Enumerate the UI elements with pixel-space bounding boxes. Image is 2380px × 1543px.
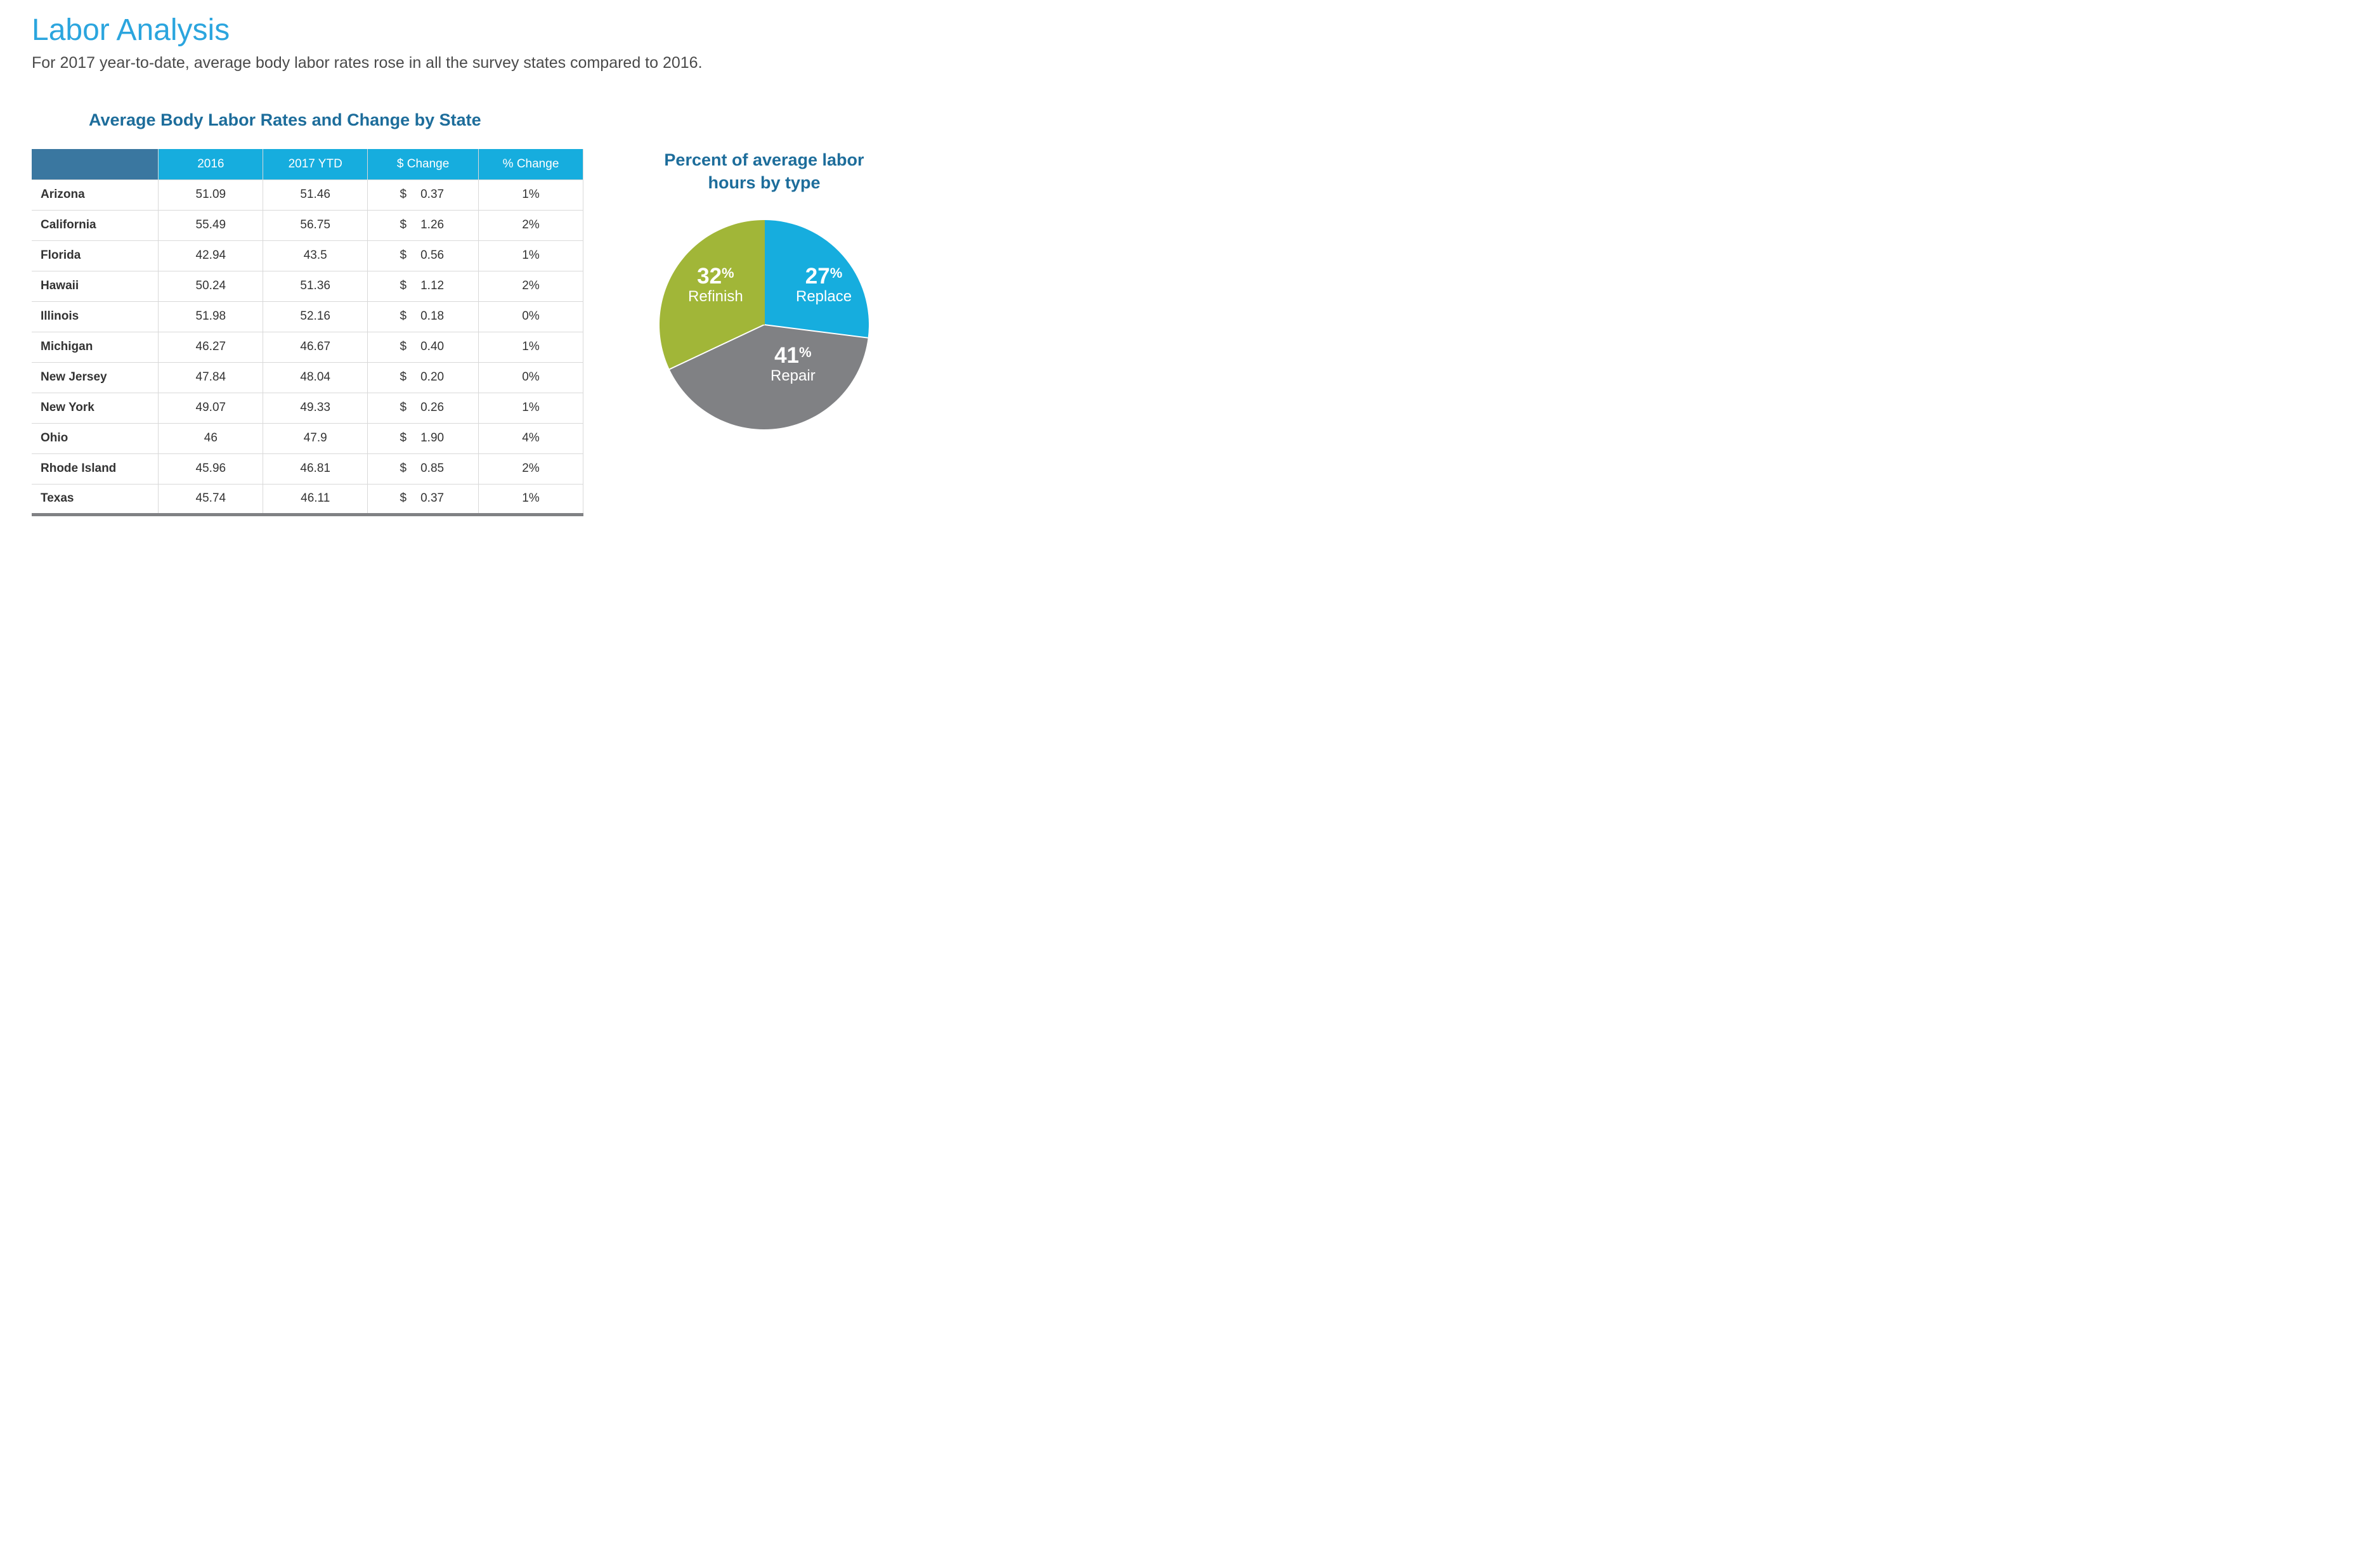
dollar-change-cell: $0.26	[368, 393, 479, 423]
percent-change-cell: 0%	[479, 362, 583, 393]
table-row: Florida42.9443.5$0.561%	[32, 240, 583, 271]
col-header: % Change	[479, 149, 583, 179]
pie-slice-label-replace: 27%Replace	[796, 264, 852, 306]
percent-change-cell: 2%	[479, 453, 583, 484]
dollar-change-cell: $0.56	[368, 240, 479, 271]
value-2017-cell: 46.81	[263, 453, 368, 484]
state-cell: Illinois	[32, 301, 159, 332]
table-row: New Jersey47.8448.04$0.200%	[32, 362, 583, 393]
dollar-change-cell: $1.12	[368, 271, 479, 301]
state-cell: Texas	[32, 484, 159, 514]
table-header-row: 2016 2017 YTD $ Change % Change	[32, 149, 583, 179]
table-row: Illinois51.9852.16$0.180%	[32, 301, 583, 332]
percent-change-cell: 1%	[479, 179, 583, 210]
dollar-change-cell: $0.20	[368, 362, 479, 393]
page-title: Labor Analysis	[32, 13, 901, 48]
state-cell: New Jersey	[32, 362, 159, 393]
state-cell: Michigan	[32, 332, 159, 362]
state-cell: California	[32, 210, 159, 240]
col-header: 2016	[159, 149, 263, 179]
value-2017-cell: 43.5	[263, 240, 368, 271]
dollar-change-cell: $0.85	[368, 453, 479, 484]
value-2016-cell: 46	[159, 423, 263, 453]
value-2016-cell: 51.98	[159, 301, 263, 332]
value-2016-cell: 46.27	[159, 332, 263, 362]
value-2016-cell: 50.24	[159, 271, 263, 301]
col-header: 2017 YTD	[263, 149, 368, 179]
percent-change-cell: 2%	[479, 271, 583, 301]
dollar-change-cell: $0.18	[368, 301, 479, 332]
value-2016-cell: 45.96	[159, 453, 263, 484]
value-2017-cell: 46.11	[263, 484, 368, 514]
dollar-change-cell: $0.40	[368, 332, 479, 362]
value-2017-cell: 46.67	[263, 332, 368, 362]
state-cell: Ohio	[32, 423, 159, 453]
pie-slice-label-refinish: 32%Refinish	[688, 264, 743, 306]
pie-title-line1: Percent of average labor	[664, 150, 864, 169]
pie-slice-label-repair: 41%Repair	[771, 344, 816, 385]
page-subtitle: For 2017 year-to-date, average body labo…	[32, 54, 901, 72]
value-2016-cell: 45.74	[159, 484, 263, 514]
table-row: Michigan46.2746.67$0.401%	[32, 332, 583, 362]
table-row: Rhode Island45.9646.81$0.852%	[32, 453, 583, 484]
value-2017-cell: 48.04	[263, 362, 368, 393]
value-2017-cell: 52.16	[263, 301, 368, 332]
percent-change-cell: 0%	[479, 301, 583, 332]
percent-change-cell: 4%	[479, 423, 583, 453]
table-row: New York49.0749.33$0.261%	[32, 393, 583, 423]
percent-change-cell: 1%	[479, 240, 583, 271]
pie-title-line2: hours by type	[708, 173, 820, 192]
labor-rates-table: 2016 2017 YTD $ Change % Change Arizona5…	[32, 149, 583, 516]
percent-change-cell: 1%	[479, 332, 583, 362]
dollar-change-cell: $1.26	[368, 210, 479, 240]
value-2016-cell: 51.09	[159, 179, 263, 210]
state-cell: Arizona	[32, 179, 159, 210]
table-title: Average Body Labor Rates and Change by S…	[89, 110, 590, 130]
table-row: Ohio4647.9$1.904%	[32, 423, 583, 453]
table-row: Texas45.7446.11$0.371%	[32, 484, 583, 514]
pie-chart-title: Percent of average labor hours by type	[628, 148, 901, 195]
percent-change-cell: 2%	[479, 210, 583, 240]
value-2017-cell: 51.46	[263, 179, 368, 210]
col-header: $ Change	[368, 149, 479, 179]
dollar-change-cell: $0.37	[368, 179, 479, 210]
table-row: Arizona51.0951.46$0.371%	[32, 179, 583, 210]
table-row: Hawaii50.2451.36$1.122%	[32, 271, 583, 301]
state-cell: Rhode Island	[32, 453, 159, 484]
percent-change-cell: 1%	[479, 484, 583, 514]
value-2017-cell: 49.33	[263, 393, 368, 423]
percent-change-cell: 1%	[479, 393, 583, 423]
labor-hours-pie-chart: 27%Replace 41%Repair 32%Refinish	[660, 220, 869, 429]
value-2017-cell: 56.75	[263, 210, 368, 240]
value-2016-cell: 49.07	[159, 393, 263, 423]
dollar-change-cell: $1.90	[368, 423, 479, 453]
value-2016-cell: 47.84	[159, 362, 263, 393]
value-2017-cell: 51.36	[263, 271, 368, 301]
value-2016-cell: 55.49	[159, 210, 263, 240]
state-cell: Florida	[32, 240, 159, 271]
value-2016-cell: 42.94	[159, 240, 263, 271]
table-row: California55.4956.75$1.262%	[32, 210, 583, 240]
state-cell: Hawaii	[32, 271, 159, 301]
state-cell: New York	[32, 393, 159, 423]
table-corner-cell	[32, 149, 159, 179]
dollar-change-cell: $0.37	[368, 484, 479, 514]
value-2017-cell: 47.9	[263, 423, 368, 453]
